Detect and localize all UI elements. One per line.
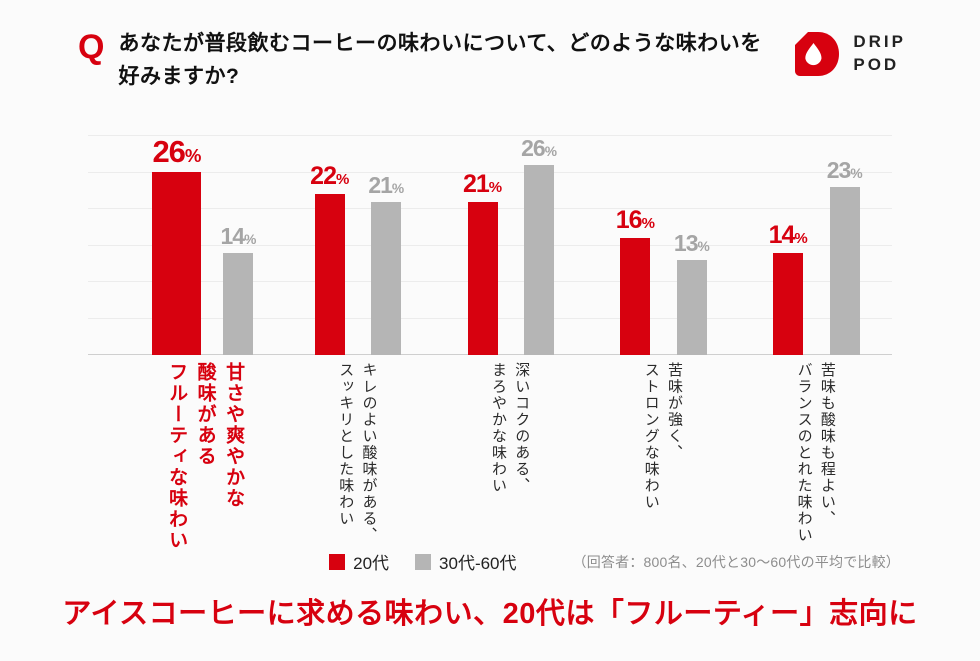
legend: 20代 30代-60代 （回答者：800名、20代と30〜60代の平均で比較） — [88, 549, 900, 574]
category-cell: 甘さや爽やかな 酸味がある フルーティな味わい — [128, 362, 281, 554]
bar-30代-60代 — [223, 252, 254, 355]
bar-value-label: 13% — [673, 230, 710, 257]
bar-group: 22% 21% — [281, 136, 434, 355]
bar-20代 — [152, 172, 202, 355]
bar-30代-60代 — [524, 165, 555, 355]
legend-label-30s-60s: 30代-60代 — [439, 554, 517, 573]
bar-20代 — [620, 238, 651, 355]
drip-pod-drop-icon — [793, 30, 841, 78]
question-title-line2: 好みますか? — [118, 64, 240, 88]
bar-groups: 26% 14% 22% 21% 21% 26% 16% 13% 14% 23% — [128, 136, 892, 355]
bar-20代 — [314, 194, 345, 355]
bar-value-label: 26% — [152, 134, 202, 169]
bar-value-label: 21% — [462, 169, 503, 198]
question-title-line1: あなたが普段飲むコーヒーの味わいについて、どのような味わいを — [118, 32, 762, 55]
category-label: 深いコクのある、 まろやかな味わい — [489, 362, 531, 494]
legend-item-30s-60s: 30代-60代 — [415, 549, 517, 574]
category-cell: 苦味が強く、 ストロングな味わい — [586, 362, 739, 554]
legend-item-20s: 20代 — [329, 549, 389, 574]
bar-group: 16% 13% — [586, 136, 739, 355]
question-mark-icon: Q — [78, 28, 105, 66]
bar-with-value: 26% — [521, 136, 557, 355]
gridline — [88, 171, 892, 173]
bar-30代-60代 — [829, 187, 860, 355]
bar-with-value: 26% — [152, 136, 201, 355]
bar-value-label: 14% — [768, 220, 808, 249]
question-header: Q あなたが普段飲むコーヒーの味わいについて、どのような味わいを 好みますか? — [78, 28, 780, 93]
bar-with-value: 16% — [616, 136, 655, 355]
legend-label-20s: 20代 — [353, 554, 390, 573]
category-cell: 苦味も酸味も程よい、 バランスのとれた味わい — [739, 362, 892, 554]
bar-20代 — [467, 201, 498, 355]
bar-value-label: 14% — [220, 222, 257, 249]
legend-swatch-gray — [415, 553, 432, 570]
category-cell: 深いコクのある、 まろやかな味わい — [434, 362, 587, 554]
brand-name-line2: POD — [853, 55, 900, 74]
bar-with-value: 21% — [463, 136, 502, 355]
bar-20代 — [773, 252, 804, 355]
bar-with-value: 22% — [310, 136, 349, 355]
category-label: 甘さや爽やかな 酸味がある フルーティな味わい — [166, 362, 245, 551]
bar-with-value: 14% — [769, 136, 808, 355]
bar-with-value: 14% — [220, 136, 256, 355]
bar-with-value: 21% — [368, 136, 404, 355]
category-label: 苦味も酸味も程よい、 バランスのとれた味わい — [795, 362, 836, 544]
category-cell: キレのよい酸味がある、 スッキリとした味わい — [281, 362, 434, 554]
bar-group: 26% 14% — [128, 136, 281, 355]
bar-with-value: 13% — [674, 136, 710, 355]
bar-value-label: 22% — [310, 162, 350, 191]
bar-value-label: 23% — [826, 157, 863, 184]
bar-group: 21% 26% — [434, 136, 587, 355]
bar-value-label: 21% — [368, 171, 405, 198]
bar-chart: 26% 14% 22% 21% 21% 26% 16% 13% 14% 23% — [88, 135, 892, 355]
bar-group: 14% 23% — [739, 136, 892, 355]
bar-with-value: 23% — [827, 136, 863, 355]
gridline — [88, 135, 892, 136]
question-title: あなたが普段飲むコーヒーの味わいについて、どのような味わいを 好みますか? — [118, 28, 761, 93]
respondents-note: （回答者：800名、20代と30〜60代の平均で比較） — [572, 553, 900, 570]
category-labels: 甘さや爽やかな 酸味がある フルーティな味わい キレのよい酸味がある、 スッキリと… — [88, 362, 892, 554]
brand-name-line1: DRIP — [853, 32, 906, 52]
drip-pod-logo: DRIP POD — [793, 30, 906, 78]
brand-name: DRIP POD — [853, 31, 906, 77]
legend-swatch-red — [329, 553, 346, 570]
conclusion-headline: アイスコーヒーに求める味わい、20代は「フルーティー」志向に — [62, 598, 918, 630]
bar-value-label: 26% — [521, 135, 557, 162]
bar-30代-60代 — [676, 260, 707, 355]
category-label: キレのよい酸味がある、 スッキリとした味わい — [337, 362, 378, 544]
bar-30代-60代 — [371, 201, 402, 355]
bar-value-label: 16% — [615, 206, 655, 235]
category-label: 苦味が強く、 ストロングな味わい — [642, 362, 684, 511]
